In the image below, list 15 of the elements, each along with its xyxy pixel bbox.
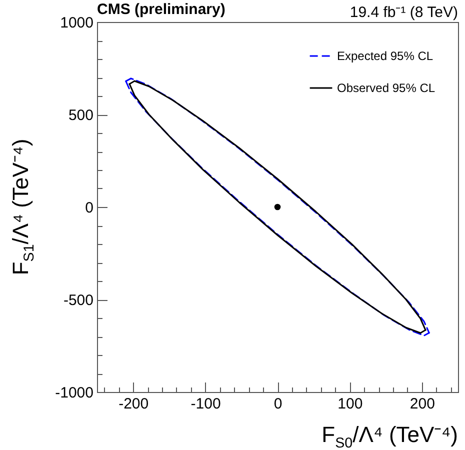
x-tick-label: -200 xyxy=(118,396,149,412)
chart-subtitle: 19.4 fb⁻¹ (8 TeV) xyxy=(350,3,458,21)
x-axis-title: F$_{S0}$/Λ⁴ (TeV⁻⁴) xyxy=(322,421,458,450)
legend-label: Observed 95% CL xyxy=(337,81,436,95)
y-tick-label: 0 xyxy=(85,200,94,216)
legend-label: Expected 95% CL xyxy=(337,49,434,63)
y-tick-label: 500 xyxy=(68,107,94,124)
x-tick-label: 200 xyxy=(410,396,435,412)
x-tick-label: 0 xyxy=(274,396,282,412)
x-tick-label: 100 xyxy=(338,396,363,412)
x-tick-label: -100 xyxy=(190,396,221,412)
y-tick-label: -500 xyxy=(63,292,94,309)
chart-title: CMS (preliminary) xyxy=(97,1,226,18)
y-tick-label: -1000 xyxy=(55,384,94,402)
y-tick-label: 1000 xyxy=(60,14,94,32)
